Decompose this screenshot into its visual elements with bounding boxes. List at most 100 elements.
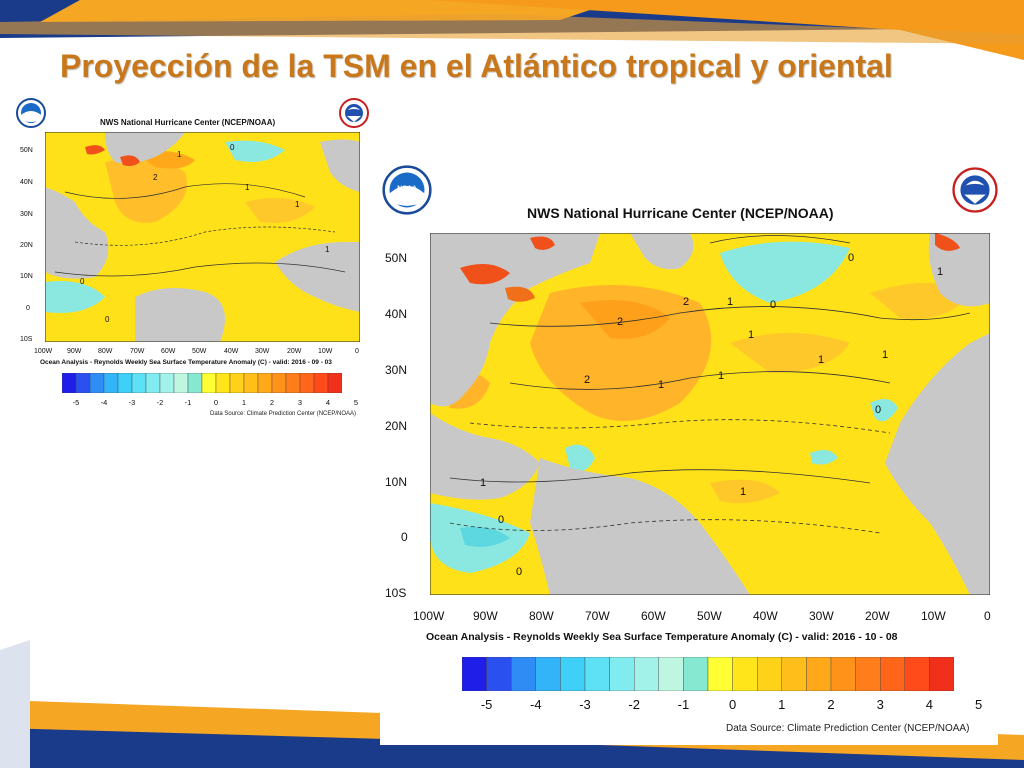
colorbar-cell [187, 373, 203, 393]
noaa-logo-icon: NOAA [382, 165, 432, 215]
colorbar-cell [299, 373, 315, 393]
small-contour-label: 2 [153, 173, 158, 182]
colorbar-label: -3 [579, 697, 591, 712]
colorbar-cell [145, 373, 161, 393]
colorbar-cell [313, 373, 329, 393]
colorbar-cell [243, 373, 259, 393]
small-data-source: Data Source: Climate Prediction Center (… [210, 411, 357, 417]
colorbar-cell [904, 657, 930, 691]
large-contour-label: 1 [748, 329, 754, 341]
large-lat-label: 0 [401, 530, 408, 544]
large-contour-label: 1 [727, 296, 733, 308]
large-lat-label: 50N [385, 251, 408, 265]
large-contour-label: 1 [658, 379, 664, 391]
colorbar-cell [830, 657, 856, 691]
large-lon-label: 90W [473, 609, 498, 623]
large-contour-label: 1 [480, 477, 486, 489]
small-contour-label: 1 [295, 200, 300, 209]
colorbar-cell [609, 657, 635, 691]
small-lon-label: 100W [34, 348, 53, 355]
large-contour-label: 1 [937, 266, 943, 278]
large-lon-label: 30W [809, 609, 834, 623]
colorbar-label: 3 [297, 398, 303, 407]
large-contour-label: 1 [740, 486, 746, 498]
large-colorbar [462, 657, 954, 691]
large-lon-label: 10W [921, 609, 946, 623]
colorbar-label: 1 [241, 398, 247, 407]
small-lat-label: 20N [20, 242, 33, 249]
colorbar-label: -5 [480, 697, 493, 712]
large-lon-label: 60W [641, 609, 666, 623]
large-lon-label: 20W [865, 609, 890, 623]
colorbar-label: 2 [827, 697, 835, 712]
colorbar-cell [560, 657, 586, 691]
nws-logo-icon [339, 98, 369, 128]
large-lat-label: 10N [385, 475, 408, 489]
nws-logo-icon [952, 167, 998, 213]
large-lon-label: 80W [529, 609, 554, 623]
colorbar-label: 4 [325, 398, 331, 407]
small-lat-label: 40N [20, 179, 33, 186]
colorbar-cell [781, 657, 807, 691]
colorbar-cell [285, 373, 301, 393]
colorbar-label: -1 [677, 697, 690, 712]
colorbar-cell [173, 373, 189, 393]
small-contour-label: 1 [325, 245, 330, 254]
colorbar-cell [103, 373, 119, 393]
slide-title: Proyección de la TSM en el Atlántico tro… [60, 48, 893, 84]
colorbar-cell [62, 373, 77, 393]
colorbar-cell [75, 373, 91, 393]
colorbar-label: 3 [876, 697, 884, 712]
colorbar-cell [117, 373, 133, 393]
colorbar-cell [257, 373, 273, 393]
colorbar-cell [201, 373, 217, 393]
colorbar-cell [584, 657, 610, 691]
large-lon-label: 0 [984, 609, 991, 623]
colorbar-label: 0 [728, 697, 737, 712]
colorbar-cell [511, 657, 537, 691]
large-lon-label: 70W [585, 609, 610, 623]
small-lat-label: 10N [20, 273, 33, 280]
sst-map-large: NOAA NWS National Hurricane Center (NCEP… [380, 165, 998, 745]
colorbar-cell [89, 373, 105, 393]
small-lat-label: 50N [20, 147, 33, 154]
small-map-header: NWS National Hurricane Center (NCEP/NOAA… [100, 118, 276, 127]
small-lat-label: 0 [26, 305, 30, 312]
small-map-plot: 0 1 2 1 0 1 1 0 [45, 132, 360, 342]
colorbar-cell [486, 657, 512, 691]
small-lon-label: 90W [67, 348, 82, 355]
colorbar-cell [535, 657, 561, 691]
colorbar-cell [707, 657, 733, 691]
sst-map-small: NWS National Hurricane Center (NCEP/NOAA… [12, 96, 372, 426]
large-map-header: NWS National Hurricane Center (NCEP/NOAA… [527, 205, 834, 221]
small-contour-label: 0 [80, 277, 85, 286]
small-lon-label: 80W [98, 348, 113, 355]
small-contour-label: 1 [177, 150, 182, 159]
large-lon-label: 40W [753, 609, 778, 623]
colorbar-label: 5 [353, 398, 359, 407]
small-lon-label: 50W [192, 348, 207, 355]
colorbar-cell [658, 657, 684, 691]
colorbar-label: 4 [925, 697, 933, 712]
colorbar-cell [880, 657, 906, 691]
colorbar-label: 5 [974, 697, 983, 712]
colorbar-label: 0 [213, 398, 219, 407]
colorbar-cell [683, 657, 709, 691]
colorbar-cell [327, 373, 342, 393]
large-map-plot: 0 1 2 2 2 1 1 1 1 1 0 0 1 1 0 0 1 [430, 233, 990, 595]
large-lat-label: 30N [385, 363, 408, 377]
small-contour-label: 1 [245, 183, 250, 192]
large-lat-label: 40N [385, 307, 408, 321]
noaa-logo-text: NOAA [397, 185, 417, 192]
colorbar-cell [929, 657, 954, 691]
colorbar-cell [159, 373, 175, 393]
large-lat-label: 20N [385, 419, 408, 433]
large-contour-label: 2 [683, 296, 689, 308]
small-lat-label: 10S [20, 336, 33, 343]
small-lon-label: 40W [224, 348, 239, 355]
colorbar-cell [732, 657, 758, 691]
small-lat-label: 30N [20, 211, 33, 218]
colorbar-cell [229, 373, 245, 393]
large-contour-label: 0 [516, 566, 522, 578]
small-lon-label: 60W [161, 348, 176, 355]
